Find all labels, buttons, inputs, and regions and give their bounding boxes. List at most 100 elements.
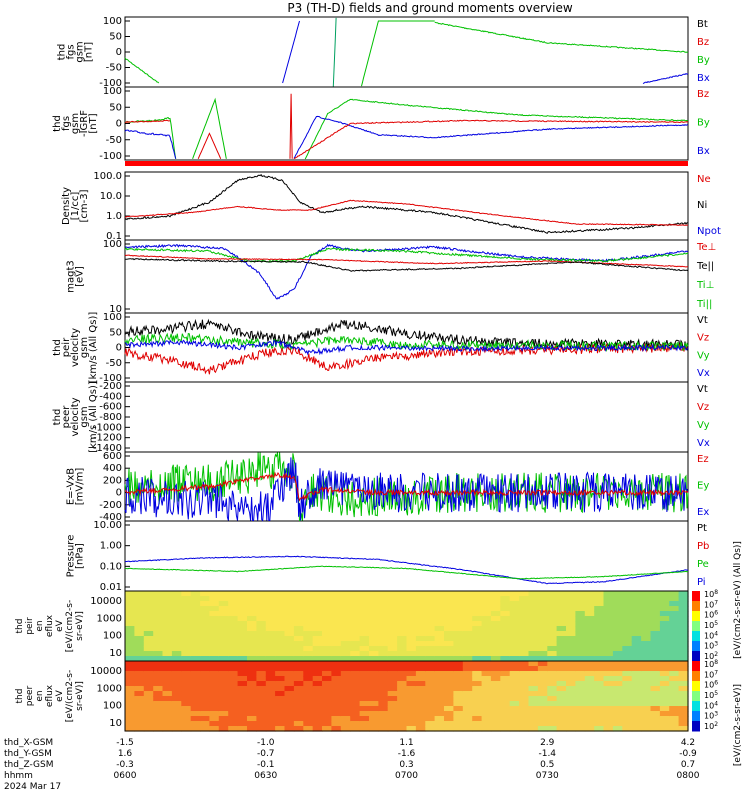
spectrogram-cell: [622, 606, 633, 612]
spectrogram-cell: [369, 651, 379, 657]
spectrogram-cell: [566, 631, 576, 637]
spectrogram-cell: [162, 696, 173, 702]
colorbar-tick: 104: [704, 630, 718, 640]
spectrogram-cell: [481, 711, 492, 717]
spectrogram-cell: [575, 601, 586, 607]
spectrogram-cell: [509, 721, 520, 727]
y-axis-label: en: [35, 620, 45, 631]
y-tick-label: 100: [103, 631, 122, 642]
spectrogram-cell: [434, 596, 445, 602]
spectrogram-cell: [631, 601, 642, 607]
spectrogram-cell: [537, 676, 548, 682]
spectrogram-cell: [462, 606, 473, 612]
spectrogram-cell: [528, 711, 539, 717]
spectrogram-cell: [312, 601, 323, 607]
spectrogram-cell: [481, 626, 492, 632]
spectrogram-cell: [397, 651, 408, 657]
spectrogram-cell: [509, 606, 520, 612]
spectrogram-cell: [622, 681, 633, 687]
spectrogram-cell: [247, 631, 257, 637]
spectrogram-cell: [275, 721, 286, 727]
spectrogram-cell: [378, 711, 389, 717]
spectrogram-cell: [406, 671, 417, 677]
spectrogram-cell: [134, 666, 145, 672]
spectrogram-cell: [284, 631, 295, 637]
spectrogram-cell: [303, 701, 314, 707]
spectrogram-cell: [650, 676, 661, 682]
spectrogram-cell: [340, 646, 351, 652]
spectrogram-cell: [490, 606, 501, 612]
spectrogram-cell: [153, 701, 164, 707]
spectrogram-cell: [378, 651, 389, 657]
spectrogram-cell: [218, 721, 229, 727]
spectrogram-cell: [678, 681, 689, 687]
spectrogram-cell: [284, 701, 295, 707]
spectrogram-cell: [275, 651, 286, 657]
spectrogram-cell: [125, 666, 135, 672]
y-tick-label: -50: [106, 135, 122, 146]
spectrogram-cell: [284, 596, 295, 602]
spectrogram-cell: [594, 641, 605, 647]
spectrogram-cell: [190, 636, 201, 642]
spectrogram-cell: [641, 691, 652, 697]
spectrogram-cell: [171, 666, 182, 672]
spectrogram-cell: [143, 606, 154, 612]
spectrogram-cell: [125, 686, 135, 692]
spectrogram-cell: [275, 641, 286, 647]
spectrogram-cell: [584, 681, 595, 687]
spectrogram-cell: [153, 641, 164, 647]
spectrogram-cell: [397, 691, 408, 697]
spectrogram-cell: [678, 641, 689, 647]
spectrogram-cell: [537, 596, 548, 602]
spectrogram-cell: [171, 651, 182, 657]
spectrogram-cell: [453, 606, 464, 612]
ephemeris-label: hhmm: [4, 771, 33, 781]
spectrogram-cell: [669, 601, 680, 607]
spectrogram-cell: [331, 716, 342, 722]
spectrogram-cell: [209, 696, 220, 702]
spectrogram-cell: [622, 711, 633, 717]
spectrogram-cell: [472, 656, 483, 662]
ephemeris-value: 0730: [536, 771, 559, 781]
spectrogram-cell: [444, 681, 454, 687]
spectrogram-cell: [669, 701, 680, 707]
spectrogram-cell: [575, 726, 586, 732]
spectrogram-cell: [312, 616, 323, 622]
spectrogram-cell: [190, 681, 201, 687]
spectrogram-cell: [556, 686, 567, 692]
spectrogram-cell: [462, 646, 473, 652]
colorbar-tick: 103: [704, 711, 718, 721]
spectrogram-cell: [584, 696, 595, 702]
spectrogram-cell: [406, 616, 417, 622]
spectrogram-cell: [340, 701, 351, 707]
spectrogram-cell: [453, 681, 464, 687]
spectrogram-cell: [519, 631, 530, 637]
spectrogram-cell: [125, 591, 135, 597]
spectrogram-cell: [415, 641, 426, 647]
spectrogram-cell: [622, 716, 633, 722]
spectrogram-cell: [406, 611, 417, 617]
y-axis-label: fgs: [66, 44, 77, 59]
spectrogram-cell: [406, 706, 417, 712]
spectrogram-cell: [125, 636, 135, 642]
spectrogram-cell: [340, 666, 351, 672]
spectrogram-cell: [556, 616, 567, 622]
spectrogram-cell: [603, 666, 614, 672]
spectrogram-cell: [293, 616, 304, 622]
spectrogram-cell: [481, 676, 492, 682]
spectrogram-cell: [490, 651, 501, 657]
spectrogram-cell: [444, 671, 454, 677]
spectrogram-cell: [575, 706, 586, 712]
spectrogram-cell: [575, 606, 586, 612]
spectrogram-cell: [134, 596, 145, 602]
spectrogram-cell: [584, 636, 595, 642]
spectrogram-cell: [547, 646, 558, 652]
spectrogram-cell: [284, 661, 295, 667]
spectrogram-cell: [444, 656, 454, 662]
spectrogram-cell: [256, 611, 267, 617]
spectrogram-cell: [462, 726, 473, 732]
spectrogram-cell: [247, 696, 257, 702]
spectrogram-cell: [256, 636, 267, 642]
y-tick-label: 1000: [97, 613, 122, 624]
spectrogram-cell: [509, 666, 520, 672]
